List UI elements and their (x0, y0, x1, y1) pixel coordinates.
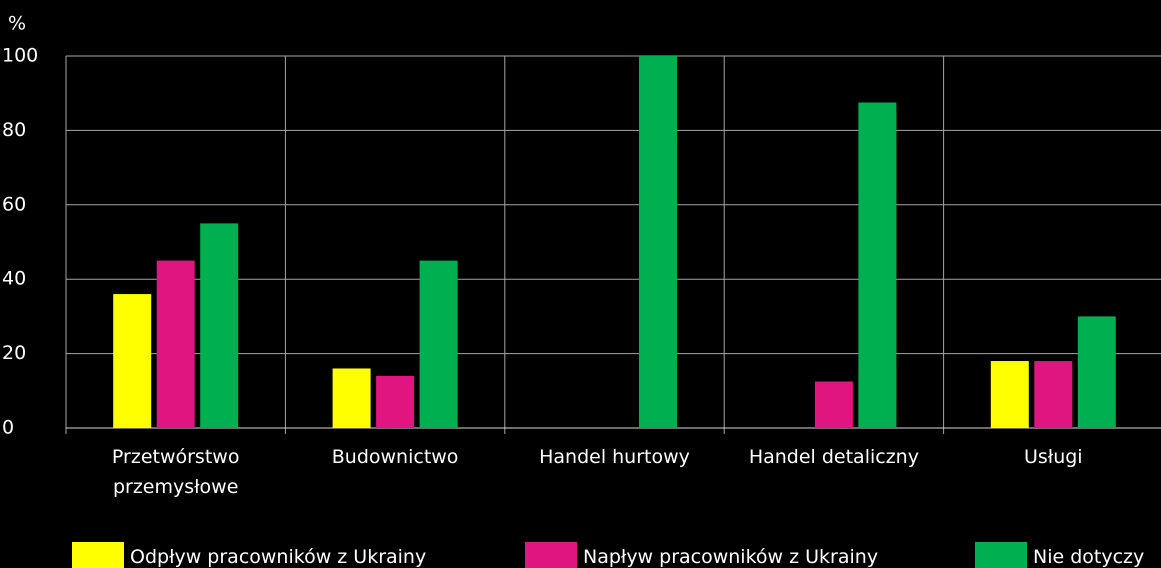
bar (419, 260, 458, 428)
legend-swatch (72, 542, 124, 568)
bar (113, 294, 152, 428)
x-tick-label: Usługi (1024, 446, 1083, 468)
bar (639, 56, 677, 428)
bar (858, 102, 897, 428)
legend-item: Odpływ pracowników z Ukrainy (72, 542, 426, 568)
bar (990, 361, 1029, 428)
bar (332, 368, 371, 428)
bar (1077, 316, 1116, 428)
x-tick-label: Budownictwo (331, 446, 459, 468)
y-tick-label: 100 (2, 45, 38, 67)
y-axis-label: % (8, 13, 26, 35)
legend-label: Nie dotyczy (1033, 546, 1145, 568)
legend-label: Napływ pracowników z Ukrainy (583, 546, 879, 568)
y-tick-label: 80 (2, 119, 26, 141)
legend-item: Napływ pracowników z Ukrainy (525, 542, 878, 568)
legend-swatch (525, 542, 577, 568)
y-tick-label: 40 (2, 268, 26, 290)
legend-item: Nie dotyczy (975, 542, 1144, 568)
bar (156, 260, 195, 428)
bar (200, 223, 239, 428)
y-tick-label: 20 (2, 342, 26, 364)
legend-swatch (975, 542, 1027, 568)
x-tick-label: Przetwórstwo przemysłowe (111, 446, 240, 498)
bar (814, 381, 853, 428)
legend-label: Odpływ pracowników z Ukrainy (130, 546, 427, 568)
y-tick-label: 60 (2, 193, 26, 215)
x-tick-label: Handel detaliczny (748, 446, 919, 468)
y-tick-label: 0 (2, 417, 14, 439)
x-tick-label: Handel hurtowy (539, 446, 690, 468)
bar (376, 375, 415, 428)
bar (1034, 361, 1073, 428)
